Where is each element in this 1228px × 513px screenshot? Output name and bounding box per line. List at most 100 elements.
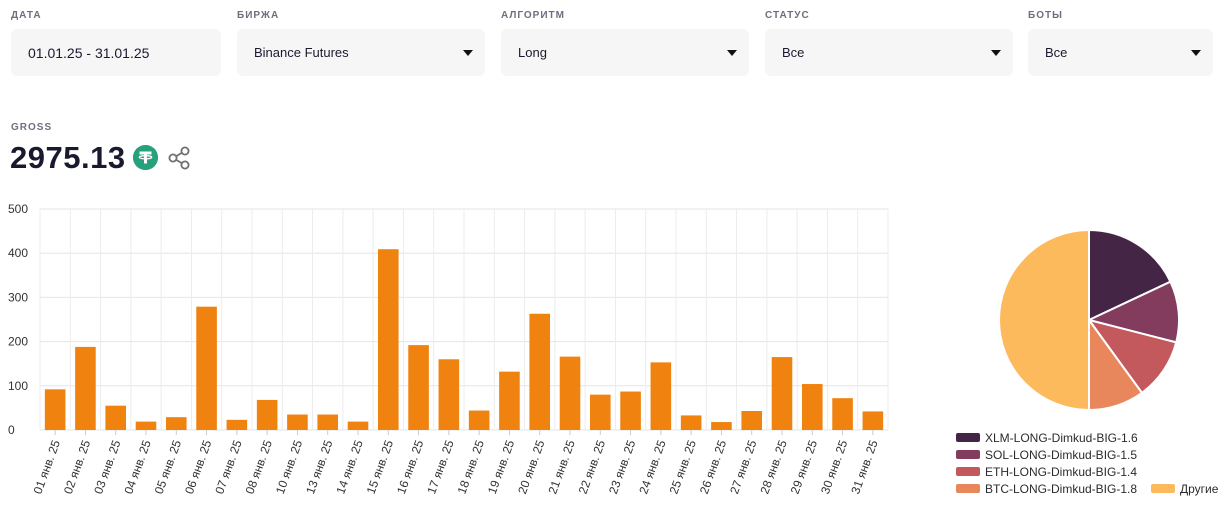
x-tick-label: 14 янв. 25: [333, 438, 365, 496]
tether-icon: [133, 145, 158, 170]
pie-legend-item[interactable]: ETH-LONG-Dimkud-BIG-1.4: [956, 464, 1137, 479]
bar[interactable]: [438, 359, 460, 430]
bar[interactable]: [468, 410, 490, 430]
bar[interactable]: [256, 399, 278, 430]
status-filter-label: СТАТУС: [765, 10, 810, 21]
x-tick-label: 07 янв. 25: [212, 438, 244, 496]
bar[interactable]: [408, 345, 429, 430]
date-range-input[interactable]: 01.01.25 - 31.01.25: [11, 29, 221, 76]
x-tick-label: 31 янв. 25: [848, 438, 880, 496]
legend-swatch: [956, 450, 980, 460]
legend-swatch: [956, 433, 980, 443]
pie-legend-item[interactable]: BTC-LONG-Dimkud-BIG-1.8: [956, 481, 1137, 496]
bar[interactable]: [771, 357, 793, 430]
caret-down-icon: [727, 50, 737, 56]
date-filter-label: ДАТА: [11, 10, 42, 21]
bar[interactable]: [347, 421, 369, 430]
x-tick-label: 30 янв. 25: [818, 438, 850, 496]
x-tick-label: 27 янв. 25: [727, 438, 759, 496]
x-tick-label: 29 янв. 25: [788, 438, 820, 496]
x-tick-label: 23 янв. 25: [606, 438, 638, 496]
pie-legend-item[interactable]: Другие: [1151, 481, 1218, 496]
x-tick-label: 15 янв. 25: [364, 438, 396, 496]
legend-label: BTC-LONG-Dimkud-BIG-1.8: [985, 481, 1138, 496]
x-tick-label: 24 янв. 25: [636, 438, 668, 496]
bar[interactable]: [196, 306, 217, 430]
x-tick-label: 17 янв. 25: [424, 438, 456, 496]
bar[interactable]: [529, 313, 551, 430]
bar[interactable]: [832, 398, 853, 430]
gross-label: GROSS: [11, 122, 53, 133]
bar[interactable]: [620, 391, 641, 430]
pie-slice[interactable]: [998, 228, 1090, 412]
pie-legend-item[interactable]: XLM-LONG-Dimkud-BIG-1.6: [956, 430, 1138, 445]
share-icon[interactable]: [166, 145, 192, 171]
x-tick-label: 06 янв. 25: [182, 438, 214, 496]
x-tick-label: 08 янв. 25: [243, 438, 275, 496]
bot-share-pie-chart: [998, 228, 1180, 412]
bar[interactable]: [44, 389, 66, 430]
bar[interactable]: [75, 346, 96, 430]
pie-legend-item[interactable]: SOL-LONG-Dimkud-BIG-1.5: [956, 447, 1137, 462]
exchange-select-value: Binance Futures: [254, 45, 349, 60]
legend-swatch: [1151, 484, 1175, 494]
bar[interactable]: [801, 384, 823, 430]
status-select[interactable]: Все: [765, 29, 1013, 76]
y-tick-label: 300: [8, 290, 28, 304]
gross-value: 2975.13: [10, 140, 126, 175]
x-tick-label: 10 янв. 25: [273, 438, 305, 496]
bar[interactable]: [741, 410, 763, 430]
bots-filter-label: БОТЫ: [1028, 10, 1063, 21]
bar[interactable]: [105, 405, 127, 430]
algorithm-filter-label: АЛГОРИТМ: [501, 10, 565, 21]
bar[interactable]: [317, 414, 339, 430]
x-tick-label: 26 янв. 25: [697, 438, 729, 496]
caret-down-icon: [991, 50, 1001, 56]
y-tick-label: 500: [8, 202, 28, 216]
bar[interactable]: [589, 394, 611, 430]
x-tick-label: 18 янв. 25: [455, 438, 487, 496]
legend-swatch: [956, 467, 980, 477]
bar[interactable]: [559, 356, 581, 430]
bar[interactable]: [165, 417, 187, 430]
bar[interactable]: [226, 419, 248, 430]
bar[interactable]: [135, 421, 157, 430]
x-tick-label: 02 янв. 25: [61, 438, 93, 496]
bar[interactable]: [650, 362, 672, 430]
bar[interactable]: [377, 249, 399, 430]
exchange-select[interactable]: Binance Futures: [237, 29, 485, 76]
x-tick-label: 04 янв. 25: [121, 438, 153, 496]
x-tick-label: 21 янв. 25: [545, 438, 577, 496]
exchange-filter-label: БИРЖА: [237, 10, 280, 21]
x-tick-label: 20 янв. 25: [515, 438, 547, 496]
bar[interactable]: [711, 422, 732, 430]
legend-swatch: [956, 484, 980, 494]
bar[interactable]: [499, 371, 520, 430]
date-range-value: 01.01.25 - 31.01.25: [28, 45, 150, 61]
status-select-value: Все: [782, 45, 805, 60]
algorithm-select[interactable]: Long: [501, 29, 749, 76]
x-tick-label: 19 янв. 25: [485, 438, 517, 496]
legend-label: ETH-LONG-Dimkud-BIG-1.4: [985, 464, 1138, 479]
pie-slice[interactable]: [1088, 228, 1172, 322]
x-tick-label: 16 янв. 25: [394, 438, 426, 496]
bar[interactable]: [862, 411, 884, 430]
y-tick-label: 200: [8, 335, 28, 349]
x-tick-label: 05 янв. 25: [152, 438, 184, 496]
legend-label: Другие: [1180, 481, 1219, 496]
legend-label: SOL-LONG-Dimkud-BIG-1.5: [985, 447, 1138, 462]
y-tick-label: 100: [8, 379, 28, 393]
bar[interactable]: [680, 415, 702, 430]
bots-select[interactable]: Все: [1028, 29, 1213, 76]
x-tick-label: 25 янв. 25: [667, 438, 699, 496]
bots-select-value: Все: [1045, 45, 1068, 60]
x-tick-label: 01 янв. 25: [31, 438, 63, 496]
x-tick-label: 03 янв. 25: [91, 438, 123, 496]
caret-down-icon: [1191, 50, 1201, 56]
y-tick-label: 0: [8, 423, 15, 437]
legend-label: XLM-LONG-Dimkud-BIG-1.6: [985, 430, 1138, 445]
algorithm-select-value: Long: [518, 45, 547, 60]
caret-down-icon: [463, 50, 473, 56]
bar[interactable]: [287, 414, 308, 430]
